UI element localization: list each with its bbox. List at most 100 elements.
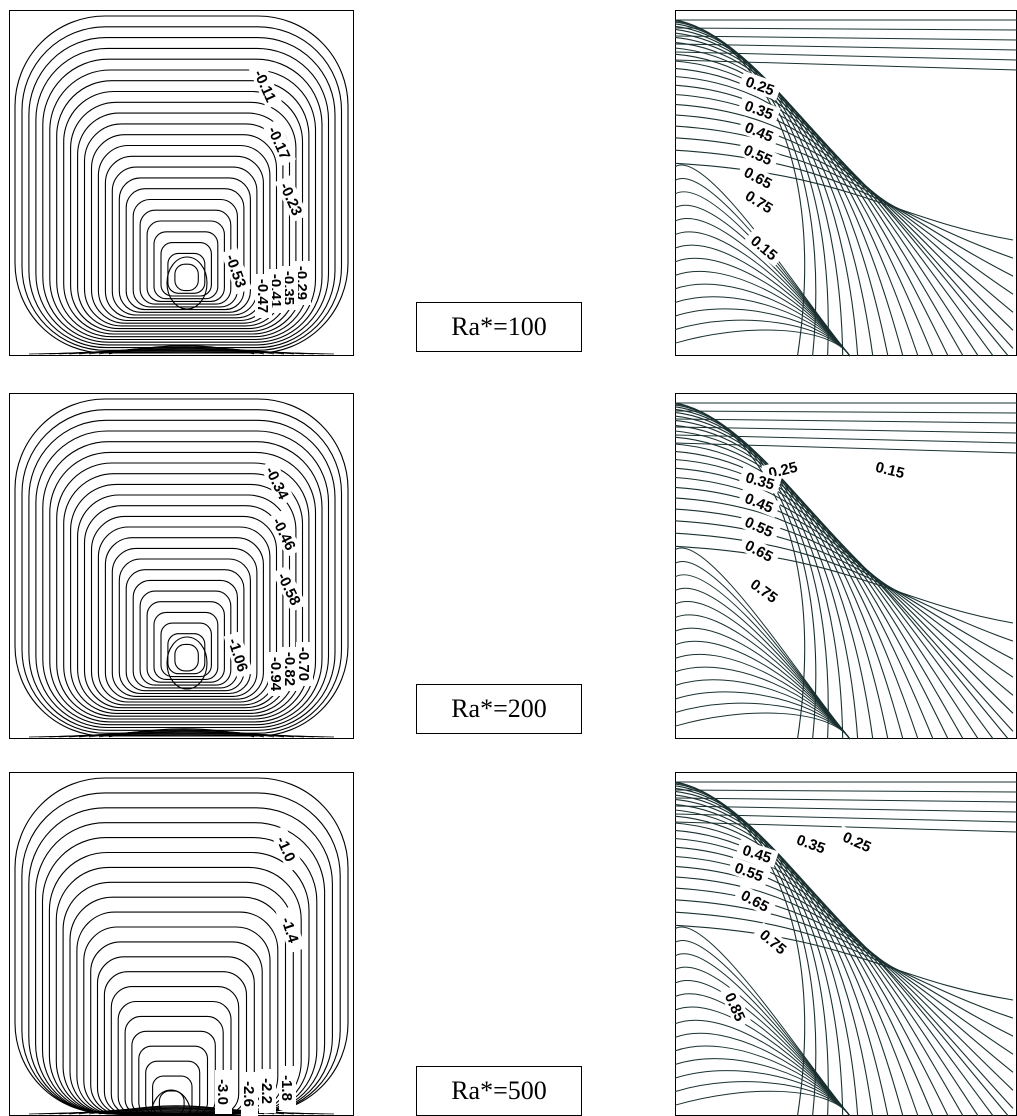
isotherm-contour [674,924,1014,1001]
streamline-level-label: -0.23 [276,180,305,218]
isotherm-contour [674,442,1017,454]
isotherm-contour [674,805,1017,813]
plot-frame [9,393,354,739]
streamline-contours [14,777,349,1116]
isotherm-level-label: 0.15 [874,459,906,483]
streamline-contour [35,47,330,346]
isotherm-contour [674,84,1009,357]
streamline-contour [49,69,317,341]
streamline-contour [49,451,317,723]
streamline-level-label: -0.70 [295,647,312,681]
isotherm-contour [674,93,1014,349]
isotherm-contour [674,419,904,740]
contour-label-mask [281,266,298,310]
isotherm-contour [674,308,851,357]
isotherm-contour [674,426,1017,434]
isotherm-contours [674,402,1017,740]
contour-label-mask [220,247,252,295]
isotherm-contour [674,1070,851,1116]
ra-label-text: Ra*=200 [451,694,547,723]
contour-label-mask [268,269,285,313]
isotherm-contour [674,458,994,740]
bottom-boundary-layer-line [78,730,285,738]
streamline-contour [118,558,251,695]
isotherm-contour [674,1090,851,1116]
ra-label-text: Ra*=100 [451,312,547,341]
streamline-contour [97,144,271,322]
contour-label-mask [737,94,781,125]
contour-label-mask [733,883,777,918]
isotherm-contour [674,798,904,1116]
contour-label-mask [735,839,779,868]
isotherm-contour [674,794,889,1116]
isotherm-contour [674,476,1014,732]
contour-label-mask [279,1066,296,1110]
isotherm-contour [674,829,979,1116]
isotherm-contour [674,545,1014,624]
contour-label-mask [835,825,879,858]
vortex-core-contour [166,636,208,690]
isotherm-contour [674,32,889,357]
streamline-contour [111,166,258,316]
streamline-level-label: -0.17 [264,124,293,162]
bottom-boundary-layer-line [98,729,265,738]
isotherm-contour [674,787,859,1116]
contour-label-mask [752,922,795,961]
isotherm-contour [674,911,1014,1019]
contour-label-mask [736,138,780,171]
isotherm-contour [674,434,1017,444]
vortex-core-contour [166,256,208,310]
isotherm-contour [674,59,1017,71]
streamline-level-label: -0.94 [267,657,284,692]
streamline-contour [83,123,284,327]
isotherm-contour [674,865,1014,1091]
vortex-core-contour [150,1089,192,1116]
contour-label-mask [248,62,283,110]
isotherm-contour [674,790,874,1116]
ra-label-text: Ra*=500 [451,1076,547,1105]
bottom-boundary-layer-line [108,1105,255,1115]
isotherm-contour [674,411,874,740]
contour-label-mask [255,274,272,318]
isotherm-contour [674,666,851,740]
isotherm-contour [674,846,1009,1116]
isotherm-contour [674,257,851,357]
contour-label-mask [268,652,285,696]
isotherm-contour [674,149,1014,259]
isotherm-contour [674,486,1014,714]
streamline-contour [125,569,245,692]
isotherm-contour [674,789,1017,793]
streamline-contour [90,941,263,1115]
contour-label-mask [215,1070,232,1114]
contour-label-mask [737,510,781,543]
streamline-level-label: -3.0 [214,1079,231,1105]
streamline-level-label: -0.47 [254,279,271,313]
streamline-contour [14,398,349,737]
isotherm-plot-ra200: 0.25 0.35 0.45 0.55 0.65 0.75 0.15 [674,393,1017,740]
streamline-level-label: -0.58 [273,570,303,608]
contour-label-mask [294,261,311,305]
streamline-level-label: -1.06 [224,636,251,674]
streamline-contour [111,547,258,697]
contour-label-mask [282,647,299,691]
streamline-contour [131,1030,216,1116]
isotherm-contour [674,821,1017,833]
streamline-contour [174,263,199,292]
isotherm-level-label: 0.35 [794,831,827,857]
contour-label-mask [274,175,309,223]
isotherm-contour [674,418,1017,424]
streamline-contours [14,398,349,738]
isotherm-contour [674,837,994,1116]
streamline-contour [118,177,251,313]
contour-label-mask [737,183,781,220]
streamline-contour [104,155,264,319]
isotherm-contour [674,60,964,357]
isotherm-contour [674,899,1014,1037]
streamline-contour [90,515,278,706]
plot-frame [9,10,354,356]
contour-label-mask [275,906,306,954]
isotherm-contour [674,691,851,740]
isotherm-contour [674,137,1014,277]
streamline-contour [160,622,212,678]
isotherm-contour [674,467,1009,740]
